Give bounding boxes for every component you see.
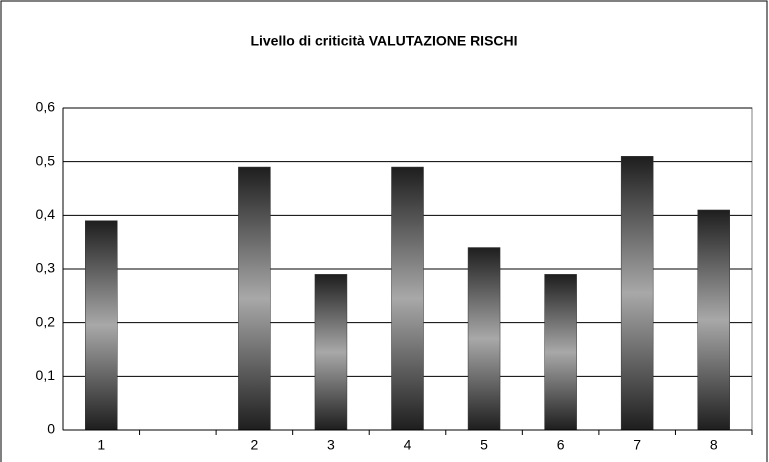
y-tick-label: 0,1 [36,367,56,383]
y-tick-label: 0,3 [36,260,56,276]
y-tick-label: 0,2 [36,313,56,329]
bar [620,156,654,431]
bar [467,247,501,431]
bar [85,220,118,431]
chart-title: Livello di criticità VALUTAZIONE RISCHI [250,33,517,49]
bar [238,166,271,431]
x-tick-label: 8 [710,437,718,453]
y-tick-label: 0,4 [36,206,56,222]
y-tick-label: 0 [47,421,55,437]
bar [697,209,730,431]
y-tick-label: 0,6 [36,99,56,115]
bar [391,166,424,431]
bar [314,274,348,431]
x-tick-label: 3 [327,437,335,453]
y-tick-label: 0,5 [36,152,56,168]
x-tick-label: 4 [404,437,412,453]
x-tick-label: 2 [250,437,258,453]
x-tick-label: 1 [97,437,105,453]
bar [544,274,577,431]
x-tick-label: 6 [557,437,565,453]
x-tick-label: 7 [633,437,641,453]
x-tick-label: 5 [480,437,488,453]
